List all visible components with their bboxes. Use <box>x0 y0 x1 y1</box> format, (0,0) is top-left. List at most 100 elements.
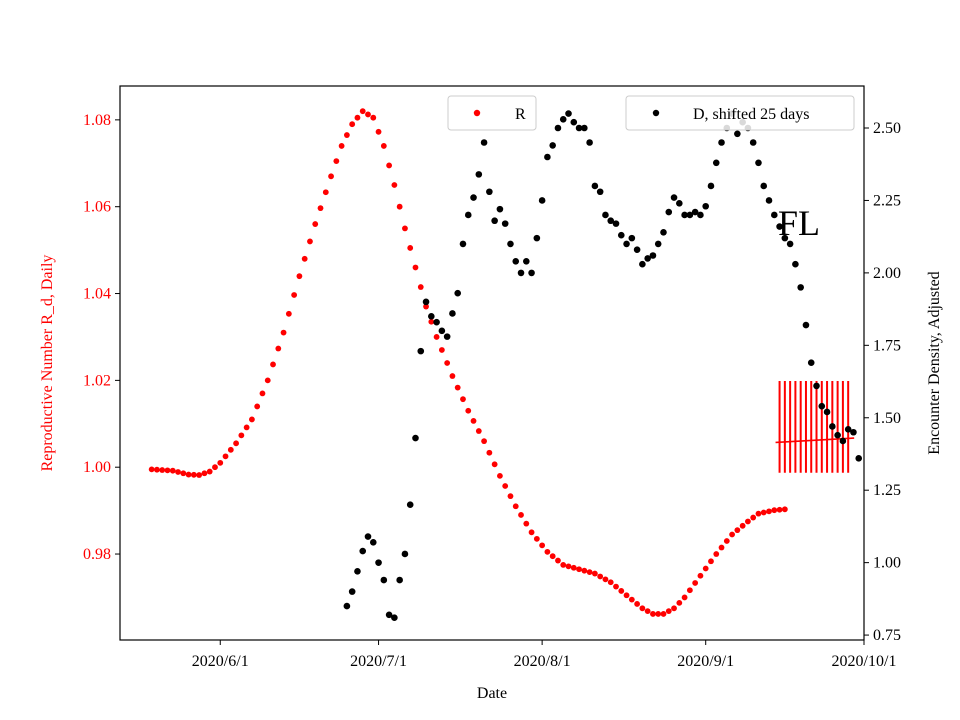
r-point <box>565 563 572 570</box>
d-point <box>449 310 456 317</box>
legend-d: D, shifted 25 days <box>625 95 855 131</box>
r-point <box>576 566 582 573</box>
d-point <box>807 359 815 367</box>
d-point <box>612 220 620 227</box>
right-y-axis-title: Encounter Density, Adjusted <box>926 271 943 454</box>
d-point <box>470 194 477 201</box>
r-point <box>644 608 651 615</box>
r-point <box>544 548 551 555</box>
r-point <box>591 570 598 577</box>
r-point <box>180 470 187 477</box>
r-point <box>750 514 757 521</box>
r-point <box>433 334 440 340</box>
r-point <box>407 245 414 251</box>
r-point <box>359 108 366 115</box>
d-point <box>771 211 778 219</box>
d-point <box>591 182 599 190</box>
d-point <box>734 130 741 138</box>
r-point <box>497 472 503 479</box>
r-point <box>560 561 567 568</box>
r-point <box>729 531 735 538</box>
d-point <box>749 139 757 146</box>
right-y-tick-label: 1.00 <box>873 555 901 572</box>
d-point <box>644 255 651 262</box>
d-point <box>554 124 562 132</box>
r-point <box>650 611 656 617</box>
r-point <box>291 292 298 298</box>
d-point <box>359 547 367 555</box>
d-point <box>776 223 783 230</box>
r-point <box>227 446 234 453</box>
d-point <box>406 501 414 508</box>
r-point <box>634 601 641 607</box>
r-point <box>275 345 282 352</box>
r-point <box>618 588 625 594</box>
d-point <box>633 246 641 254</box>
r-point <box>460 396 466 403</box>
d-point <box>391 614 398 621</box>
r-point <box>518 512 524 518</box>
x-axis-ticks: 2020/6/1 2020/7/1 2020/8/1 2020/9/1 2020/10/… <box>192 640 896 670</box>
d-point <box>823 408 831 416</box>
r-point <box>365 111 371 118</box>
r-point <box>528 529 535 536</box>
d-point <box>686 211 694 219</box>
r-point <box>702 565 709 572</box>
r-series <box>148 108 788 617</box>
d-point <box>348 588 356 595</box>
d-point <box>755 159 762 167</box>
r-point <box>349 121 356 128</box>
r-point <box>713 551 720 557</box>
r-point <box>280 329 287 336</box>
d-point <box>681 211 688 219</box>
r-point <box>755 510 762 517</box>
d-point <box>676 200 683 207</box>
r-point <box>391 182 398 188</box>
d-point <box>343 602 351 610</box>
r-point <box>491 461 498 468</box>
r-point <box>676 599 683 606</box>
r-point <box>206 468 213 475</box>
d-point <box>369 539 377 546</box>
r-point <box>623 592 630 599</box>
d-point <box>523 258 530 265</box>
r-point <box>175 469 181 475</box>
d-point <box>802 321 810 329</box>
d-point <box>628 234 636 242</box>
left-y-tick-label: 0.98 <box>83 546 111 563</box>
r-point <box>386 162 393 169</box>
d-point <box>396 576 403 584</box>
d-point <box>443 333 451 340</box>
x-axis-title: Date <box>477 685 507 702</box>
r-point <box>697 572 704 579</box>
r-point <box>196 472 203 478</box>
r-point <box>555 557 561 564</box>
r-point <box>533 535 540 542</box>
r-point <box>665 608 672 615</box>
r-point <box>185 471 192 478</box>
r-point <box>718 544 725 551</box>
legend-d-box <box>625 95 855 131</box>
left-y-axis-ticks: 0.98 1.00 1.02 1.04 1.06 1.08 <box>83 112 120 563</box>
d-point <box>850 428 857 436</box>
r-point <box>723 538 730 544</box>
d-point <box>617 231 625 239</box>
d-point <box>438 327 446 335</box>
d-point <box>507 240 514 248</box>
plot-frame <box>119 85 865 641</box>
r-point <box>760 509 767 516</box>
r-point <box>148 466 155 473</box>
d-point <box>654 240 662 248</box>
r-point <box>549 553 556 560</box>
d-point <box>422 298 430 306</box>
r-point <box>169 467 176 474</box>
r-point <box>597 573 604 580</box>
r-point <box>539 542 546 549</box>
right-y-tick-label: 0.75 <box>873 627 901 644</box>
r-point <box>454 384 461 391</box>
r-point <box>745 518 751 525</box>
left-y-tick-label: 1.06 <box>83 199 111 216</box>
r-point <box>444 360 451 366</box>
r-point <box>671 605 677 612</box>
